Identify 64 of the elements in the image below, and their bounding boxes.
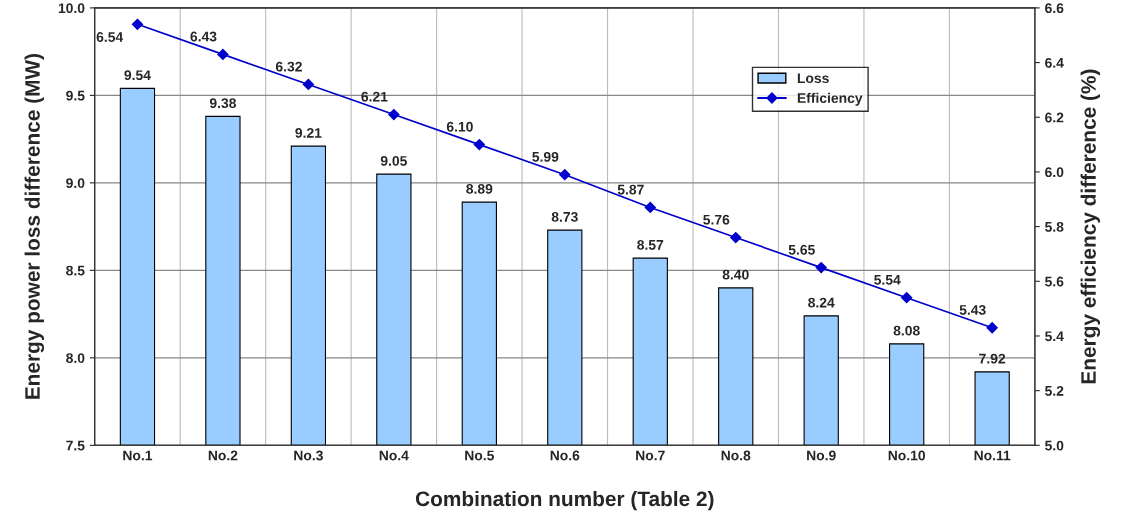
data-label: 9.38 bbox=[209, 98, 236, 109]
point bbox=[559, 169, 571, 181]
y2-tick-label: 5.8 bbox=[1045, 221, 1064, 232]
x-tick-label: No.6 bbox=[550, 450, 580, 461]
y2-tick-label: 6.0 bbox=[1045, 167, 1064, 178]
data-label: 6.21 bbox=[361, 91, 388, 102]
y-tick-label: 9.5 bbox=[66, 90, 85, 101]
y2-tick-label: 5.2 bbox=[1045, 385, 1064, 396]
y2-tick-label: 5.4 bbox=[1045, 331, 1064, 342]
y-tick-label: 8.0 bbox=[66, 353, 85, 363]
x-tick-label: No.8 bbox=[721, 450, 751, 461]
point bbox=[815, 262, 827, 274]
y-tick-label: 10.0 bbox=[58, 3, 85, 14]
data-label: 5.43 bbox=[959, 304, 986, 315]
y2-tick-label: 6.2 bbox=[1045, 112, 1064, 123]
y2-tick-label: 6.4 bbox=[1045, 57, 1064, 68]
data-label: 5.87 bbox=[617, 184, 644, 195]
data-label: 8.57 bbox=[637, 239, 664, 250]
y2-tick-label: 5.0 bbox=[1045, 440, 1064, 451]
y2-tick-label: 5.6 bbox=[1045, 276, 1064, 287]
x-tick-label: No.2 bbox=[208, 450, 238, 461]
x-axis-title: Combination number (Table 2) bbox=[415, 490, 714, 511]
x-tick-label: No.3 bbox=[294, 450, 323, 461]
x-tick-label: No.5 bbox=[465, 450, 494, 461]
point bbox=[388, 108, 400, 121]
data-label: 8.40 bbox=[722, 269, 749, 280]
y2-axis-title: Energy efficiency difference (%) bbox=[1080, 69, 1101, 384]
data-label: 9.54 bbox=[124, 70, 151, 81]
data-label: 8.89 bbox=[466, 183, 493, 194]
y-tick-label: 9.0 bbox=[66, 178, 85, 189]
point bbox=[131, 18, 144, 30]
data-label: 6.32 bbox=[275, 61, 302, 72]
x-tick-label: No.9 bbox=[807, 450, 836, 461]
y-tick-label: 7.5 bbox=[66, 440, 85, 451]
point bbox=[302, 78, 314, 91]
x-tick-label: No.7 bbox=[636, 450, 665, 461]
y-tick-label: 8.5 bbox=[66, 265, 85, 276]
data-label: 8.73 bbox=[551, 211, 578, 222]
data-label: 9.21 bbox=[295, 127, 322, 138]
x-tick-label: No.11 bbox=[974, 450, 1011, 461]
data-label: 7.92 bbox=[979, 353, 1006, 364]
data-label: 5.99 bbox=[532, 151, 559, 162]
data-label: 9.05 bbox=[380, 155, 407, 166]
data-label: 8.24 bbox=[808, 297, 835, 308]
x-tick-label: No.1 bbox=[123, 450, 153, 461]
x-tick-label: No.4 bbox=[379, 450, 409, 461]
point bbox=[473, 138, 485, 151]
legend-label: Efficiency bbox=[797, 92, 863, 106]
point bbox=[986, 322, 998, 334]
data-label: 5.54 bbox=[874, 275, 901, 285]
point bbox=[730, 231, 742, 244]
data-label: 5.76 bbox=[703, 214, 730, 225]
y2-tick-label: 6.6 bbox=[1045, 3, 1064, 14]
point bbox=[644, 201, 656, 214]
data-label: 6.54 bbox=[96, 32, 124, 42]
data-label: 6.43 bbox=[190, 31, 217, 42]
x-tick-label: No.10 bbox=[888, 450, 926, 461]
legend-label: Loss bbox=[797, 73, 829, 84]
y-axis-title: Energy power loss difference (MW) bbox=[24, 54, 45, 399]
point bbox=[217, 48, 229, 60]
data-label: 8.08 bbox=[893, 325, 920, 336]
data-label: 6.10 bbox=[446, 121, 473, 132]
data-label: 5.65 bbox=[788, 244, 815, 255]
point bbox=[901, 292, 913, 304]
